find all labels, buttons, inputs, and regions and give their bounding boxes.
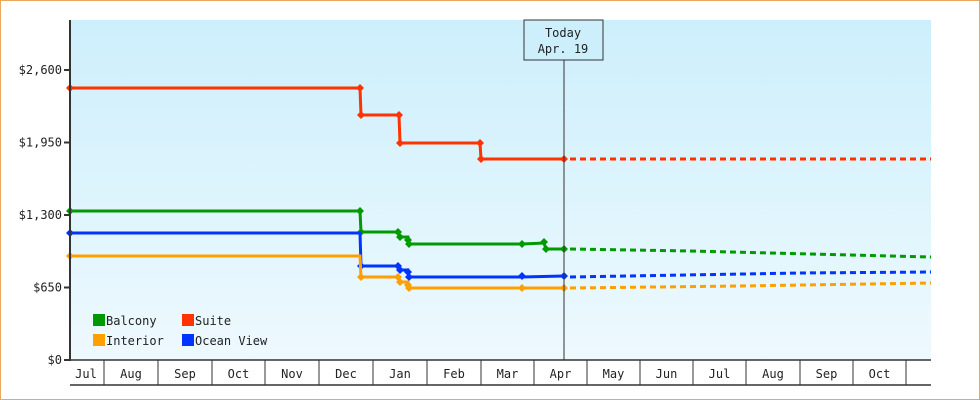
x-month-label: Apr [550, 367, 572, 381]
data-point[interactable] [357, 273, 365, 281]
data-point[interactable] [405, 284, 413, 292]
legend-item-ocean-view[interactable]: Ocean View [182, 334, 268, 348]
data-point[interactable] [356, 84, 364, 92]
data-point[interactable] [356, 207, 364, 215]
y-tick-label: $0 [48, 353, 62, 367]
series-suite [66, 84, 931, 163]
data-point[interactable] [518, 272, 526, 280]
legend-swatch [182, 314, 194, 326]
projection-line [569, 281, 932, 290]
data-point[interactable] [396, 233, 404, 241]
legend-item-interior[interactable]: Interior [93, 334, 164, 348]
data-point[interactable] [396, 266, 404, 274]
legend-item-balcony[interactable]: Balcony [93, 314, 157, 328]
data-point[interactable] [357, 111, 365, 119]
y-tick-label: $1,950 [19, 136, 62, 150]
series-balcony [66, 207, 932, 259]
x-axis-months: Jul Aug Sep Oct Nov Dec Jan Feb Mar Apr May Jun Jul A… [75, 360, 907, 385]
legend-label: Ocean View [195, 334, 268, 348]
x-month-label: Aug [120, 367, 142, 381]
y-tick-label: $650 [33, 281, 62, 295]
x-month-label: May [603, 367, 625, 381]
x-month-label: Oct [228, 367, 250, 381]
data-point[interactable] [396, 278, 404, 286]
y-tick-label: $2,600 [19, 63, 62, 77]
data-point[interactable] [542, 245, 550, 253]
data-point[interactable] [396, 139, 404, 147]
projection-line [569, 247, 932, 259]
legend-label: Suite [195, 314, 231, 328]
series-layer [66, 84, 932, 292]
data-point[interactable] [405, 240, 413, 248]
legend-label: Interior [106, 334, 164, 348]
y-axis-ticks: $0 $650 $1,300 $1,950 $2,600 [19, 63, 70, 367]
plot-area [70, 20, 931, 360]
x-month-label: Jul [75, 367, 97, 381]
x-month-label: Mar [497, 367, 519, 381]
legend-swatch [93, 334, 105, 346]
today-label: Today [545, 26, 581, 40]
series-ocean-view [66, 229, 932, 281]
x-month-label: Sep [174, 367, 196, 381]
x-month-label: Jan [389, 367, 411, 381]
x-month-label: Jun [656, 367, 678, 381]
today-date: Apr. 19 [538, 42, 589, 56]
x-month-label: Sep [816, 367, 838, 381]
x-month-label: Oct [869, 367, 891, 381]
legend: Balcony Suite Interior Ocean View [93, 314, 268, 348]
legend-label: Balcony [106, 314, 157, 328]
y-tick-label: $1,300 [19, 208, 62, 222]
legend-swatch [93, 314, 105, 326]
x-month-label: Jul [709, 367, 731, 381]
data-point[interactable] [405, 273, 413, 281]
data-point[interactable] [518, 284, 526, 292]
x-month-label: Dec [335, 367, 357, 381]
x-month-label: Aug [762, 367, 784, 381]
x-month-label: Nov [281, 367, 303, 381]
legend-item-suite[interactable]: Suite [182, 314, 231, 328]
data-point[interactable] [540, 238, 548, 246]
legend-swatch [182, 334, 194, 346]
x-month-label: Feb [443, 367, 465, 381]
data-point[interactable] [395, 111, 403, 119]
projection-line [569, 270, 932, 279]
today-marker: Today Apr. 19 [523, 19, 604, 61]
data-point[interactable] [477, 155, 485, 163]
data-point[interactable] [518, 240, 526, 248]
data-point[interactable] [476, 139, 484, 147]
